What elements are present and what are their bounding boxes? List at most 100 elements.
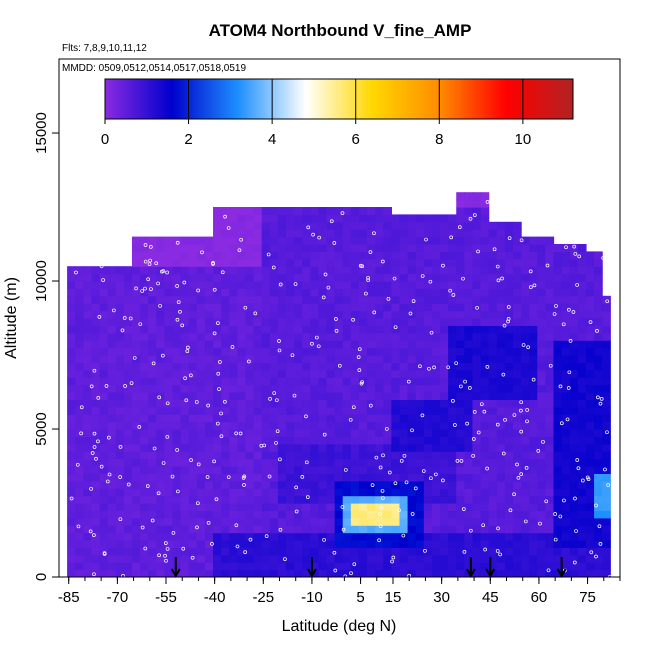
heatmap-cell xyxy=(569,429,579,437)
sample-point xyxy=(268,397,272,401)
heatmap-cell xyxy=(367,325,376,334)
heatmap-cell xyxy=(107,429,117,437)
heatmap-cell xyxy=(431,295,441,304)
heatmap-cell xyxy=(464,362,474,371)
heatmap-cell xyxy=(326,547,336,556)
heatmap-cell xyxy=(326,480,336,489)
heatmap-cell xyxy=(415,510,425,519)
heatmap-cell xyxy=(496,384,506,393)
heatmap-cell xyxy=(196,362,206,371)
heatmap-cell xyxy=(472,525,482,534)
heatmap-cell xyxy=(172,503,182,511)
heatmap-cell xyxy=(407,332,417,341)
heatmap-cell xyxy=(334,369,344,378)
heatmap-cell xyxy=(415,318,425,326)
heatmap-cell xyxy=(99,473,109,482)
heatmap-cell xyxy=(196,377,206,386)
heatmap-cell xyxy=(269,362,279,371)
heatmap-cell xyxy=(245,421,255,430)
heatmap-cell xyxy=(123,303,133,312)
heatmap-cell xyxy=(99,510,109,519)
heatmap-cell xyxy=(521,429,530,437)
heatmap-cell xyxy=(148,473,157,482)
heatmap-cell xyxy=(529,310,538,319)
heatmap-cell xyxy=(237,458,247,467)
heatmap-cell xyxy=(577,532,587,541)
heatmap-cell xyxy=(399,318,409,326)
sample-point xyxy=(387,470,392,475)
heatmap-cell xyxy=(148,443,157,452)
heatmap-cell xyxy=(140,503,149,511)
heatmap-cell xyxy=(253,236,263,245)
heatmap-cell xyxy=(221,362,230,371)
heatmap-cell xyxy=(302,266,311,275)
heatmap-cell xyxy=(496,221,506,230)
heatmap-cell xyxy=(213,214,222,223)
heatmap-cell xyxy=(115,332,125,341)
heatmap-cell xyxy=(383,229,392,238)
heatmap-cell xyxy=(456,266,465,275)
heatmap-cell xyxy=(204,480,214,489)
heatmap-cell xyxy=(91,569,101,577)
sample-point xyxy=(147,262,152,267)
heatmap-cell xyxy=(423,347,433,356)
heatmap-cell xyxy=(569,362,579,371)
heatmap-cell xyxy=(407,406,417,415)
heatmap-cell xyxy=(488,510,498,519)
heatmap-cell xyxy=(302,377,311,386)
heatmap-cell xyxy=(245,517,255,526)
x-tick-label: 75 xyxy=(579,589,596,606)
heatmap-cell xyxy=(431,266,441,275)
heatmap-cell xyxy=(229,488,238,497)
heatmap-cell xyxy=(537,569,547,577)
heatmap-cell xyxy=(496,236,506,245)
heatmap-cell xyxy=(269,384,279,393)
heatmap-cell xyxy=(107,532,117,541)
heatmap-cell xyxy=(253,281,263,289)
heatmap-cell xyxy=(229,362,238,371)
heatmap-cell xyxy=(391,347,401,356)
heatmap-cell xyxy=(131,281,141,289)
heatmap-cell xyxy=(358,436,368,445)
sample-point xyxy=(211,262,215,266)
heatmap-cell xyxy=(464,273,474,282)
heatmap-cell xyxy=(488,377,498,386)
heatmap-cell xyxy=(350,473,360,482)
sample-point xyxy=(148,258,152,263)
heatmap-cell xyxy=(456,503,465,511)
heatmap-cell xyxy=(464,414,474,423)
sample-point xyxy=(420,413,425,418)
heatmap-cell xyxy=(399,266,409,275)
heatmap-cell xyxy=(399,510,409,519)
heatmap-cell xyxy=(67,466,76,474)
heatmap-cell xyxy=(91,554,101,563)
heatmap-cell xyxy=(464,554,474,563)
heatmap-cell xyxy=(456,421,465,430)
heatmap-cell xyxy=(375,458,384,467)
heatmap-cell xyxy=(334,495,344,504)
heatmap-cell xyxy=(277,562,287,571)
heatmap-cell xyxy=(67,377,76,386)
sample-point xyxy=(304,414,308,419)
heatmap-cell xyxy=(391,229,401,238)
heatmap-cell xyxy=(188,251,198,260)
heatmap-cell xyxy=(407,362,417,371)
heatmap-cell xyxy=(561,414,571,423)
heatmap-cell xyxy=(221,236,230,245)
heatmap-cell xyxy=(512,547,522,556)
heatmap-cell xyxy=(602,532,611,541)
heatmap-cell xyxy=(553,244,563,252)
sample-point xyxy=(316,344,321,349)
heatmap-cell xyxy=(269,214,279,223)
heatmap-cell xyxy=(472,547,482,556)
sample-point xyxy=(272,391,277,395)
sample-point xyxy=(165,547,170,551)
heatmap-cell xyxy=(99,443,109,452)
heatmap-cell xyxy=(123,525,133,534)
heatmap-cell xyxy=(464,510,474,519)
sample-point xyxy=(89,486,93,491)
heatmap-cell xyxy=(358,562,368,571)
heatmap-cell xyxy=(334,414,344,423)
heatmap-cell xyxy=(253,377,263,386)
heatmap-cell xyxy=(107,451,117,460)
